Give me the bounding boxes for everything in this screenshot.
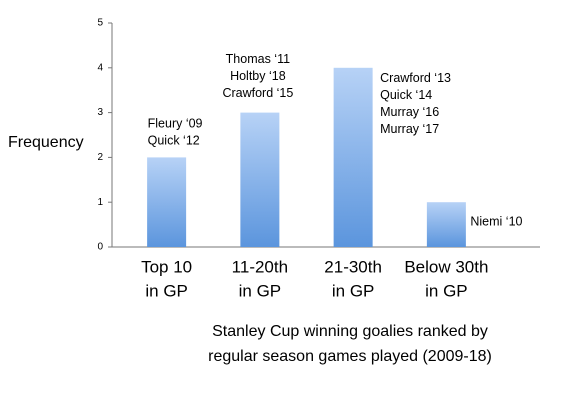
- annotation: Quick ‘14: [380, 88, 432, 102]
- bar: [147, 157, 187, 247]
- x-tick-label: 21-30th: [324, 257, 382, 276]
- y-tick-label: 0: [97, 242, 103, 253]
- annotation: Murray ‘16: [380, 105, 439, 119]
- bar: [333, 67, 373, 247]
- annotation: Quick ‘12: [148, 134, 200, 148]
- y-axis-label: Frequency: [8, 134, 84, 151]
- annotation: Crawford ‘15: [222, 86, 293, 100]
- y-tick-label: 2: [97, 152, 103, 163]
- y-tick-label: 1: [97, 197, 103, 208]
- annotation: Thomas ‘11: [226, 52, 290, 66]
- x-tick-label: in GP: [145, 281, 188, 300]
- caption: Stanley Cup winning goalies ranked by: [212, 323, 488, 340]
- annotation: Murray ‘17: [380, 122, 439, 136]
- annotation: Crawford ‘13: [380, 71, 451, 85]
- annotation: Holtby ‘18: [230, 69, 286, 83]
- annotation: Niemi ‘10: [470, 214, 522, 228]
- x-tick-label: in GP: [332, 281, 375, 300]
- caption: regular season games played (2009-18): [208, 348, 492, 365]
- x-tick-label: 11-20th: [232, 257, 288, 276]
- x-tick-label: Top 10: [141, 257, 192, 276]
- annotation: Fleury ‘09: [148, 117, 203, 131]
- x-tick-label: Below 30th: [404, 257, 488, 276]
- y-tick-label: 3: [97, 107, 103, 118]
- bar: [426, 202, 466, 247]
- y-tick-label: 5: [97, 18, 103, 29]
- bar: [240, 112, 280, 247]
- x-tick-label: in GP: [425, 281, 468, 300]
- x-tick-label: in GP: [239, 281, 282, 300]
- y-tick-label: 4: [97, 62, 103, 73]
